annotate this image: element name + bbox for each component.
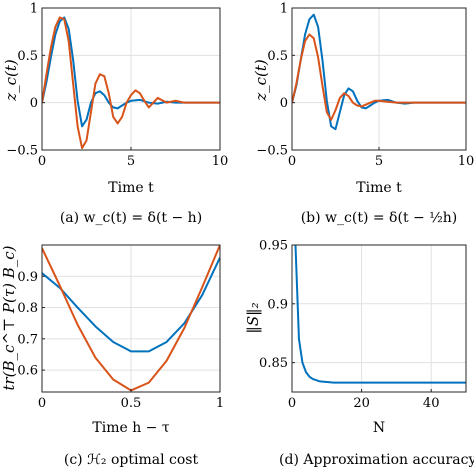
- panel-a-ytick-label-0: −0.5: [6, 144, 38, 159]
- panel-d-series-1-line: [294, 245, 466, 384]
- panel-d-series: [294, 245, 466, 384]
- panel-a-ytick-label-1: 0: [30, 96, 38, 111]
- panel-a-xtick-label-2: 10: [212, 154, 229, 169]
- panel-c-ytick-label-1: 0.7: [17, 332, 38, 347]
- panel-a-ylabel: z_c(t): [2, 59, 20, 102]
- panel-d-ytick-label-1: 0.9: [267, 297, 288, 312]
- panel-a-series-2-line: [42, 16, 220, 150]
- panel-d-xtick-label-1: 20: [353, 396, 370, 411]
- panel-a-xlabel: Time t: [108, 180, 154, 196]
- panel-b-ytick-label-2: 0.5: [267, 49, 288, 64]
- panel-b-ytick-label-3: 1: [280, 2, 288, 17]
- panel-c-grid: [41, 245, 221, 392]
- panel-d-ticks: 0 20 40 0.85 0.9 0.95: [259, 239, 439, 412]
- panel-c-ytick-label-3: 0.9: [17, 270, 38, 285]
- panel-b: 0 5 10−0.500.51 Time t z_c(t) (b) w_c(t) =…: [252, 2, 474, 227]
- panel-c-xtick-label-0: 0: [38, 396, 46, 411]
- panel-d-axes-box: [291, 244, 467, 393]
- panel-c-xtick-label-1: 0.5: [121, 396, 142, 411]
- panel-d: 0 20 40 0.85 0.9 0.95 N ‖S‖₂ (d) Approximatio…: [244, 239, 474, 469]
- panel-b-ticks: 0 5 10−0.500.51: [256, 2, 474, 170]
- panel-c-ytick-label-2: 0.8: [17, 301, 38, 316]
- panel-b-ytick-label-1: 0: [280, 96, 288, 111]
- panel-a: 0 5 10−0.500.51 Time t z_c(t) (a) w_c(t) =…: [2, 2, 228, 227]
- panel-c-ylabel: tr(B_c^⊤ P(τ) B_c): [0, 245, 18, 390]
- panel-a-caption: (a) w_c(t) = δ(t − h): [60, 210, 202, 226]
- panel-c-xtick-label-2: 1: [216, 396, 224, 411]
- panel-d-caption: (d) Approximation accuracy.: [279, 452, 474, 468]
- panel-b-xtick-label-1: 5: [375, 154, 383, 169]
- panel-c-ytick-label-0: 0.6: [17, 364, 38, 379]
- panel-a-ytick-label-2: 0.5: [17, 49, 38, 64]
- panel-c-ticks: 0 0.5 1 0.6 0.7 0.8 0.9: [17, 270, 224, 411]
- panel-b-series-2-line: [292, 33, 466, 121]
- panel-d-xtick-label-2: 40: [423, 396, 440, 411]
- panel-b-xtick-label-0: 0: [288, 154, 296, 169]
- panel-b-caption: (b) w_c(t) = δ(t − ½h): [301, 210, 458, 226]
- panel-b-xtick-label-2: 10: [458, 154, 474, 169]
- panel-d-ylabel: ‖S‖₂: [244, 302, 262, 333]
- panel-b-ytick-label-0: −0.5: [256, 144, 288, 159]
- panel-d-grid: [291, 244, 466, 392]
- panel-d-xtick-label-0: 0: [288, 396, 296, 411]
- panel-d-ytick-label-2: 0.95: [259, 239, 288, 254]
- panel-a-xtick-label-0: 0: [38, 154, 46, 169]
- panel-b-ylabel: z_c(t): [252, 59, 270, 102]
- panel-d-ytick-label-0: 0.85: [259, 356, 288, 371]
- panel-a-ticks: 0 5 10−0.500.51: [6, 2, 228, 170]
- panel-a-xtick-label-1: 5: [127, 154, 135, 169]
- panel-a-series: [42, 16, 220, 150]
- panel-b-series: [292, 13, 466, 131]
- panel-c-caption: (c) ℋ₂ optimal cost: [64, 452, 199, 468]
- panel-a-ytick-label-3: 1: [30, 2, 38, 17]
- panel-c: 0 0.5 1 0.6 0.7 0.8 0.9 Time h − τ tr(B_c^⊤ P(…: [0, 244, 224, 468]
- panel-d-xlabel: N: [373, 420, 385, 436]
- panel-b-xlabel: Time t: [356, 180, 402, 196]
- panel-c-xlabel: Time h − τ: [92, 420, 169, 436]
